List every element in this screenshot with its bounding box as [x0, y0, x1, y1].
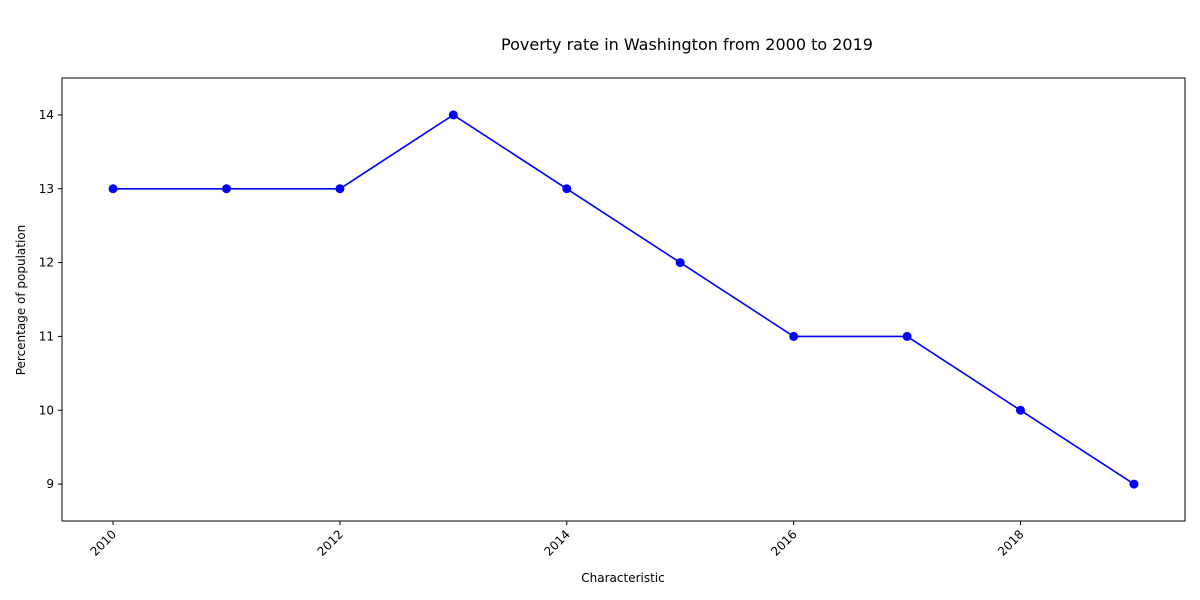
x-tick-label: 2016: [768, 527, 799, 558]
y-tick-label: 10: [39, 403, 54, 417]
data-point: [675, 258, 685, 268]
data-point: [108, 184, 118, 194]
series-line: [113, 113, 1135, 485]
y-axis-label: Percentage of population: [14, 225, 28, 376]
y-axis: 9 10 11 12 13 14: [39, 108, 62, 491]
x-tick-label: 2012: [315, 527, 346, 558]
series-markers: [108, 110, 1139, 489]
data-point: [335, 184, 345, 194]
y-tick-label: 9: [46, 477, 54, 491]
x-tick-label: 2018: [995, 527, 1026, 558]
data-point: [1129, 479, 1139, 489]
data-point: [562, 184, 572, 194]
x-axis: 2010 2012 2014 2016 2018: [88, 521, 1027, 559]
y-tick-label: 11: [39, 329, 54, 343]
data-point: [902, 331, 912, 341]
plot-area-frame: [61, 77, 1186, 522]
data-point: [448, 110, 458, 120]
y-tick-label: 14: [39, 108, 54, 122]
chart-title: Poverty rate in Washington from 2000 to …: [501, 35, 873, 54]
x-tick-label: 2010: [88, 527, 119, 558]
data-point: [1016, 405, 1026, 415]
x-tick-label: 2014: [541, 527, 572, 558]
data-point: [789, 331, 799, 341]
x-axis-label: Characteristic: [581, 571, 664, 585]
y-tick-label: 12: [39, 256, 54, 270]
y-tick-label: 13: [39, 182, 54, 196]
data-point: [221, 184, 231, 194]
